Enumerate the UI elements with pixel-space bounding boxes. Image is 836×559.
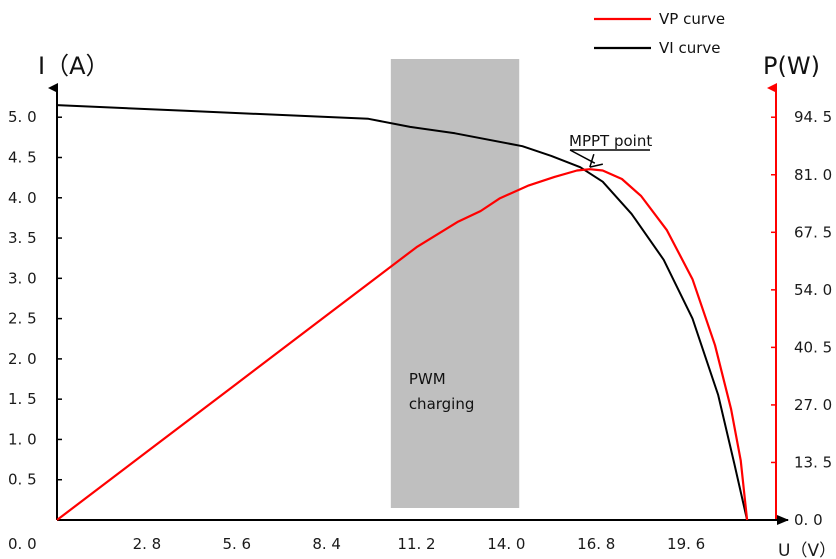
- vp-curve-line: [56, 168, 749, 521]
- left-tick-label: 4. 5: [8, 149, 37, 167]
- right-tick-label: 40. 5: [794, 338, 832, 356]
- x-axis-title: U（V）: [778, 541, 836, 559]
- mppt-annotation: MPPT point: [569, 132, 652, 168]
- left-tick-label: 3. 5: [8, 229, 37, 247]
- left-tick-label: 5. 0: [8, 108, 37, 126]
- band-label-line: charging: [409, 395, 475, 413]
- legend-label: VI curve: [659, 39, 720, 57]
- x-tick-label: 11. 2: [397, 535, 435, 553]
- series-layer: [56, 104, 749, 521]
- x-tick-label: 19. 6: [667, 535, 705, 553]
- left-tick-label: 0. 5: [8, 471, 37, 489]
- x-tick-label: 16. 8: [577, 535, 615, 553]
- legend-label: VP curve: [659, 10, 725, 28]
- right-tick-label: 81. 0: [794, 166, 832, 184]
- right-tick-label: 67. 5: [794, 223, 832, 241]
- left-tick-label: 4. 0: [8, 189, 37, 207]
- annotation-text: MPPT point: [569, 132, 652, 150]
- x-tick-label: 5. 6: [222, 535, 251, 553]
- x-tick-label: 14. 0: [487, 535, 525, 553]
- x-tick-label: 2. 8: [133, 535, 162, 553]
- left-tick-label: 3. 0: [8, 269, 37, 287]
- legend: VP curve VI curve: [594, 10, 725, 57]
- right-tick-label: 54. 0: [794, 281, 832, 299]
- band-label-line: PWM: [409, 370, 446, 388]
- right-tick-label: 94. 5: [794, 108, 832, 126]
- annotation-arrowhead: [589, 153, 603, 168]
- right-axis-title: P(W): [763, 52, 820, 80]
- x-tick-label: 8. 4: [312, 535, 341, 553]
- left-axis-title: I（A）: [38, 52, 110, 80]
- left-tick-label: 1. 5: [8, 390, 37, 408]
- pwm-charging-label: PWM charging: [409, 370, 475, 413]
- left-tick-label: 2. 5: [8, 310, 37, 328]
- x-tick-labels: 2. 8 5. 6 8. 4 11. 2 14. 0 16. 8 19. 6: [133, 535, 706, 553]
- right-tick-label: 27. 0: [794, 396, 832, 414]
- left-tick-labels: 0. 5 1. 0 1. 5 2. 0 2. 5 3. 0 3. 5 4. 0 4. 5 5. 0: [8, 108, 62, 489]
- right-tick-labels: 0. 0 13. 5 27. 0 40. 5 54. 0 67. 5 81. 0 94. 5: [771, 108, 832, 529]
- left-tick-label: 2. 0: [8, 350, 37, 368]
- right-tick-label: 0. 0: [794, 511, 823, 529]
- origin-tick-label: 0. 0: [8, 535, 37, 553]
- left-tick-label: 1. 0: [8, 430, 37, 448]
- annotation-leader: [569, 149, 596, 164]
- right-tick-label: 13. 5: [794, 453, 832, 471]
- vi-curve-line: [56, 104, 749, 521]
